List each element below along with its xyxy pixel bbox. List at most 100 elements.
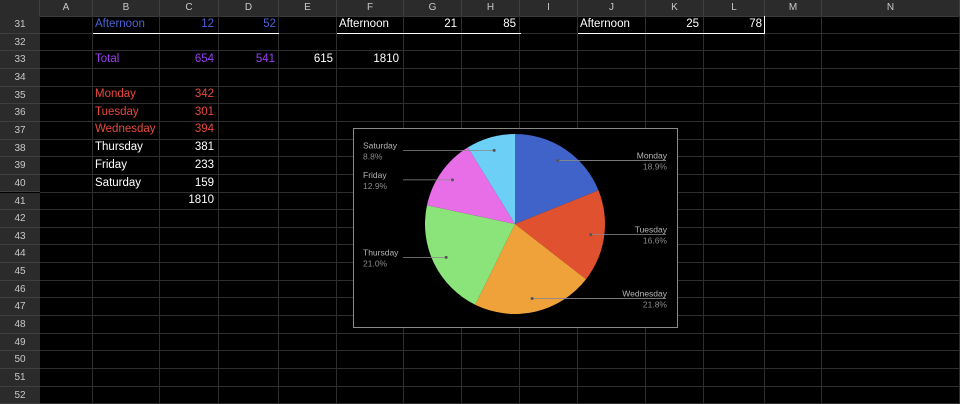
- pie-slice-friday[interactable]: [426, 147, 515, 224]
- column-header-bar: [0, 0, 960, 17]
- cell-c31[interactable]: 12: [201, 18, 214, 30]
- cell-d33[interactable]: 541: [255, 53, 275, 65]
- row-header-47[interactable]: 47: [0, 298, 40, 317]
- cell-d31[interactable]: 52: [263, 18, 276, 30]
- row-header-49[interactable]: 49: [0, 333, 40, 352]
- row-gridline: [40, 85, 960, 87]
- pie-leader-dot: [444, 255, 448, 259]
- cell-l31[interactable]: 78: [749, 18, 762, 30]
- pie-leader-dot: [589, 233, 593, 237]
- cell-b35[interactable]: Monday: [95, 88, 136, 100]
- column-header-b[interactable]: B: [93, 0, 160, 16]
- table-border-bottom-2: [337, 33, 521, 34]
- cell-c36[interactable]: 301: [194, 106, 214, 118]
- column-header-k[interactable]: K: [646, 0, 704, 16]
- row-header-42[interactable]: 42: [0, 210, 40, 228]
- row-gridline: [40, 120, 960, 122]
- table-border-bottom-1: [93, 33, 279, 34]
- pie-label-thursday: Thursday: [363, 247, 399, 257]
- cell-j31[interactable]: Afternoon: [580, 18, 630, 30]
- row-header-46[interactable]: 46: [0, 280, 40, 299]
- row-header-43[interactable]: 43: [0, 227, 40, 246]
- column-header-h[interactable]: H: [462, 0, 520, 16]
- column-header-n[interactable]: N: [822, 0, 960, 16]
- cell-h31[interactable]: 85: [503, 18, 516, 30]
- pie-leader-dot: [492, 148, 496, 152]
- column-header-m[interactable]: M: [765, 0, 822, 16]
- pie-percent-saturday: 8.8%: [363, 151, 383, 161]
- column-header-i[interactable]: I: [520, 0, 578, 16]
- column-header-e[interactable]: E: [279, 0, 337, 16]
- row-header-31[interactable]: 31: [0, 16, 40, 34]
- cell-c33[interactable]: 654: [194, 53, 214, 65]
- cell-c38[interactable]: 381: [194, 141, 214, 153]
- column-header-c[interactable]: C: [160, 0, 219, 16]
- cell-g31[interactable]: 21: [444, 18, 457, 30]
- cell-c37[interactable]: 394: [194, 123, 214, 135]
- row-gridline: [40, 332, 960, 334]
- cell-b40[interactable]: Saturday: [95, 177, 142, 189]
- cell-c39[interactable]: 233: [194, 159, 214, 171]
- row-header-34[interactable]: 34: [0, 68, 40, 87]
- cell-b36[interactable]: Tuesday: [95, 106, 139, 118]
- cell-k31[interactable]: 25: [686, 18, 699, 30]
- cell-f33[interactable]: 1810: [373, 53, 399, 65]
- row-header-50[interactable]: 50: [0, 351, 40, 369]
- cell-c35[interactable]: 342: [194, 88, 214, 100]
- cell-b38[interactable]: Thursday: [95, 141, 143, 153]
- row-gridline: [40, 368, 960, 369]
- row-gridline: [40, 350, 960, 352]
- cell-e33[interactable]: 615: [313, 53, 333, 65]
- cell-f31[interactable]: Afternoon: [339, 18, 389, 30]
- row-header-33[interactable]: 33: [0, 51, 40, 69]
- cell-c40[interactable]: 159: [194, 177, 214, 189]
- column-header-f[interactable]: F: [337, 0, 404, 16]
- pie-label-friday: Friday: [363, 170, 387, 180]
- pie-slice-thursday[interactable]: [425, 205, 515, 305]
- column-header-g[interactable]: G: [404, 0, 462, 16]
- row-header-38[interactable]: 38: [0, 139, 40, 158]
- row-header-48[interactable]: 48: [0, 316, 40, 334]
- row-header-37[interactable]: 37: [0, 121, 40, 140]
- row-header-52[interactable]: 52: [0, 386, 40, 404]
- table-border-bottom-3: [578, 33, 765, 34]
- row-header-45[interactable]: 45: [0, 263, 40, 281]
- row-header-32[interactable]: 32: [0, 33, 40, 52]
- row-header-40[interactable]: 40: [0, 174, 40, 193]
- cell-c41[interactable]: 1810: [188, 194, 214, 206]
- table-border-right: [764, 16, 765, 34]
- pie-label-tuesday: Tuesday: [635, 225, 668, 235]
- pie-leader-dot: [530, 297, 534, 301]
- row-header-51[interactable]: 51: [0, 369, 40, 387]
- pie-chart[interactable]: Monday 18.9% Tuesday 16.6% Wednesday 21.8% Thu…: [353, 128, 678, 328]
- cell-b33-total-label[interactable]: Total: [95, 53, 120, 65]
- cell-b31[interactable]: Afternoon: [95, 18, 145, 30]
- pie-percent-friday: 12.9%: [363, 181, 388, 191]
- cell-b37[interactable]: Wednesday: [95, 123, 156, 135]
- pie-slice-saturday[interactable]: [467, 134, 515, 224]
- select-all-corner[interactable]: [0, 0, 40, 16]
- column-header-j[interactable]: J: [578, 0, 646, 16]
- pie-slice-tuesday[interactable]: [515, 190, 605, 280]
- row-gridline: [40, 385, 960, 387]
- pie-percent-tuesday: 16.6%: [643, 236, 668, 246]
- row-header-41[interactable]: 41: [0, 192, 40, 211]
- row-header-39[interactable]: 39: [0, 157, 40, 175]
- pie-slice-monday[interactable]: [515, 134, 599, 224]
- pie-leader-dot: [450, 178, 454, 182]
- row-header-36[interactable]: 36: [0, 104, 40, 122]
- row-gridline: [40, 103, 960, 105]
- row-gridline: [40, 50, 960, 52]
- column-header-l[interactable]: L: [704, 0, 765, 16]
- row-gridline: [40, 67, 960, 69]
- cell-b39[interactable]: Friday: [95, 159, 127, 171]
- pie-slice-wednesday[interactable]: [475, 224, 587, 314]
- pie-percent-wednesday: 21.8%: [643, 300, 668, 310]
- column-header-a[interactable]: A: [40, 0, 93, 16]
- column-header-d[interactable]: D: [219, 0, 279, 16]
- pie-leader-dot: [556, 159, 560, 163]
- row-header-35[interactable]: 35: [0, 86, 40, 105]
- row-header-44[interactable]: 44: [0, 245, 40, 264]
